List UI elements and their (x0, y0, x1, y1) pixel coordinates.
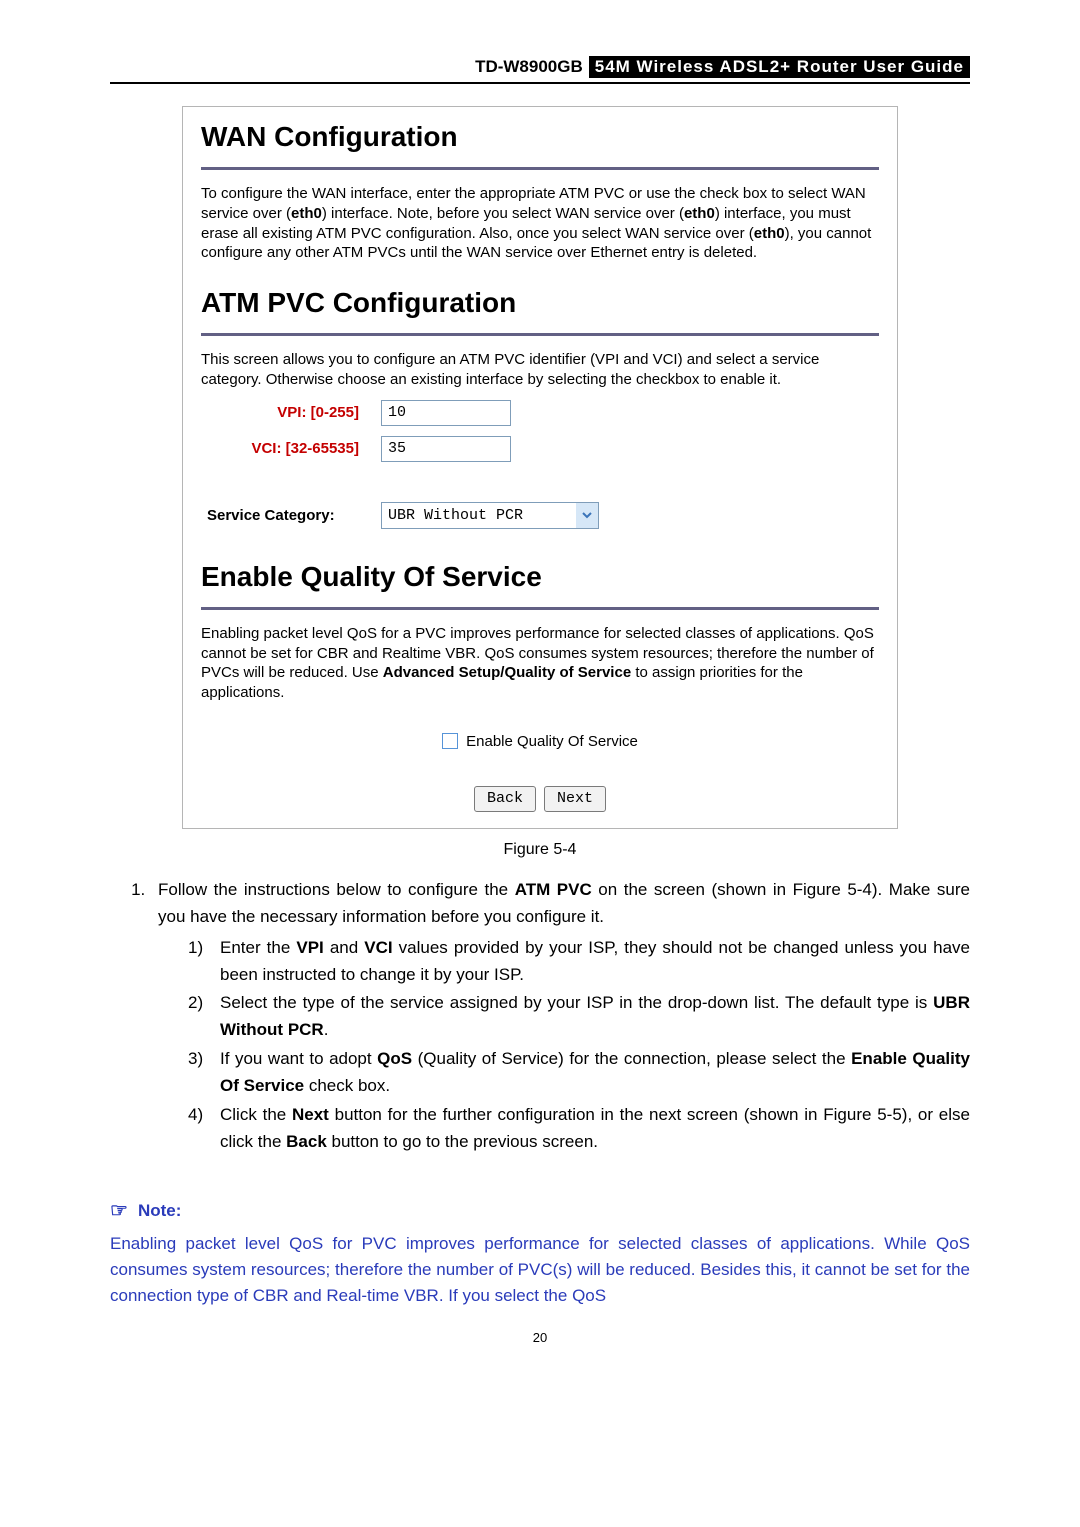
subitem-index: 2) (188, 990, 220, 1044)
qos-section: Enable Quality Of Service Enabling packe… (183, 545, 897, 828)
text-fragment: . (324, 1020, 329, 1039)
vpi-label: VPI: [0-255] (201, 404, 381, 421)
note-block: ☞ Note: Enabling packet level QoS for PV… (110, 1196, 970, 1310)
page-number: 20 (110, 1330, 970, 1345)
atm-pvc-title: ATM PVC Configuration (201, 287, 879, 319)
text-bold: ATM PVC (515, 880, 592, 899)
text-fragment: Select the type of the service assigned … (220, 993, 933, 1012)
chevron-down-icon[interactable] (576, 503, 598, 528)
text-fragment: check box. (304, 1076, 390, 1095)
divider (201, 607, 879, 610)
config-screenshot: WAN Configuration To configure the WAN i… (182, 106, 898, 829)
text-bold: VCI (364, 938, 392, 957)
atm-pvc-section: ATM PVC Configuration This screen allows… (183, 279, 897, 545)
page-header: TD-W8900GB 54M Wireless ADSL2+ Router Us… (110, 56, 970, 84)
pointing-hand-icon: ☞ (110, 1196, 128, 1227)
subitem-text: Enter the VPI and VCI values provided by… (220, 935, 970, 989)
subitem-text: Select the type of the service assigned … (220, 990, 970, 1044)
instruction-subitem: 3)If you want to adopt QoS (Quality of S… (188, 1046, 970, 1100)
instruction-item: Follow the instructions below to configu… (150, 877, 970, 1156)
vci-label: VCI: [32-65535] (201, 440, 381, 457)
header-title: 54M Wireless ADSL2+ Router User Guide (589, 56, 970, 78)
vci-row: VCI: [32-65535] (201, 436, 879, 462)
service-category-label: Service Category: (201, 507, 381, 524)
header-model: TD-W8900GB (475, 57, 583, 77)
subitem-index: 3) (188, 1046, 220, 1100)
text-fragment: and (324, 938, 364, 957)
qos-checkbox[interactable] (442, 733, 458, 749)
service-category-select[interactable]: UBR Without PCR (381, 502, 599, 529)
text-bold: eth0 (291, 205, 322, 222)
instruction-subitem: 4)Click the Next button for the further … (188, 1102, 970, 1156)
service-category-value: UBR Without PCR (382, 507, 576, 524)
vpi-input[interactable] (381, 400, 511, 426)
text-fragment: Enter the (220, 938, 296, 957)
text-bold: Next (292, 1105, 329, 1124)
wan-config-text: To configure the WAN interface, enter th… (201, 184, 879, 263)
text-fragment: (Quality of Service) for the connection,… (412, 1049, 851, 1068)
text-bold: eth0 (754, 225, 785, 242)
vpi-row: VPI: [0-255] (201, 400, 879, 426)
text-bold: eth0 (684, 205, 715, 222)
instruction-subitem: 2)Select the type of the service assigne… (188, 990, 970, 1044)
back-button[interactable]: Back (474, 786, 536, 812)
subitem-index: 1) (188, 935, 220, 989)
qos-title: Enable Quality Of Service (201, 561, 879, 593)
figure-caption: Figure 5-4 (110, 841, 970, 859)
text-fragment: button to go to the previous screen. (327, 1132, 598, 1151)
subitem-text: Click the Next button for the further co… (220, 1102, 970, 1156)
subitem-text: If you want to adopt QoS (Quality of Ser… (220, 1046, 970, 1100)
button-row: Back Next (201, 786, 879, 812)
divider (201, 333, 879, 336)
instruction-subitem: 1)Enter the VPI and VCI values provided … (188, 935, 970, 989)
text-fragment: If you want to adopt (220, 1049, 377, 1068)
wan-config-title: WAN Configuration (201, 121, 879, 153)
vci-input[interactable] (381, 436, 511, 462)
atm-pvc-text: This screen allows you to configure an A… (201, 350, 879, 390)
qos-text: Enabling packet level QoS for a PVC impr… (201, 624, 879, 703)
note-text: Enabling packet level QoS for PVC improv… (110, 1231, 970, 1310)
next-button[interactable]: Next (544, 786, 606, 812)
document-page: TD-W8900GB 54M Wireless ADSL2+ Router Us… (0, 0, 1080, 1385)
qos-checkbox-label: Enable Quality Of Service (466, 733, 638, 750)
note-heading-text: Note: (138, 1198, 181, 1224)
instructions: Follow the instructions below to configu… (110, 877, 970, 1156)
text-fragment: Click the (220, 1105, 292, 1124)
qos-checkbox-row: Enable Quality Of Service (201, 733, 879, 750)
text-bold: Advanced Setup/Quality of Service (383, 664, 631, 681)
service-category-row: Service Category: UBR Without PCR (201, 502, 879, 529)
note-heading: ☞ Note: (110, 1196, 970, 1227)
text-fragment: ) interface. Note, before you select WAN… (322, 205, 684, 222)
text-bold: VPI (296, 938, 323, 957)
text-bold: QoS (377, 1049, 412, 1068)
divider (201, 167, 879, 170)
text-fragment: Follow the instructions below to configu… (158, 880, 515, 899)
subitem-index: 4) (188, 1102, 220, 1156)
wan-config-section: WAN Configuration To configure the WAN i… (183, 107, 897, 279)
text-bold: Back (286, 1132, 327, 1151)
